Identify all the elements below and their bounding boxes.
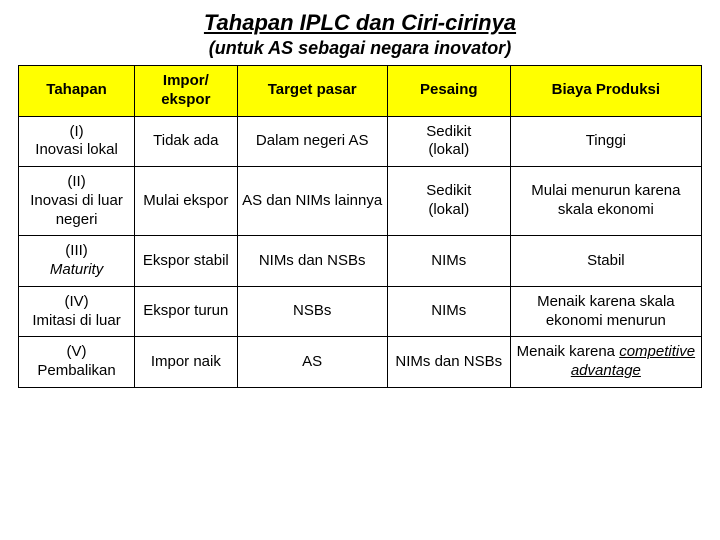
table-row: (IV) Imitasi di luar Ekspor turun NSBs N… bbox=[19, 286, 702, 337]
iplc-table: Tahapan Impor/ ekspor Target pasar Pesai… bbox=[18, 65, 702, 388]
biaya-prefix: Menaik karena bbox=[517, 343, 620, 360]
cell-impor-ekspor: Ekspor turun bbox=[135, 286, 237, 337]
table-row: (V) Pembalikan Impor naik AS NIMs dan NS… bbox=[19, 337, 702, 388]
stage-roman: (I) bbox=[23, 123, 130, 142]
cell-impor-ekspor: Ekspor stabil bbox=[135, 236, 237, 287]
col-header-impor-ekspor: Impor/ ekspor bbox=[135, 66, 237, 117]
table-header-row: Tahapan Impor/ ekspor Target pasar Pesai… bbox=[19, 66, 702, 117]
cell-target: NIMs dan NSBs bbox=[237, 236, 387, 287]
page-subtitle: (untuk AS sebagai negara inovator) bbox=[18, 38, 702, 59]
stage-name: Inovasi lokal bbox=[23, 141, 130, 160]
cell-impor-ekspor: Impor naik bbox=[135, 337, 237, 388]
pesaing-line2: (lokal) bbox=[392, 201, 506, 220]
cell-pesaing: NIMs dan NSBs bbox=[387, 337, 510, 388]
cell-pesaing: NIMs bbox=[387, 236, 510, 287]
cell-stage: (III) Maturity bbox=[19, 236, 135, 287]
stage-name: Inovasi di luar negeri bbox=[23, 192, 130, 230]
col-header-pesaing: Pesaing bbox=[387, 66, 510, 117]
cell-stage: (V) Pembalikan bbox=[19, 337, 135, 388]
pesaing-line2: (lokal) bbox=[392, 141, 506, 160]
table-row: (I) Inovasi lokal Tidak ada Dalam negeri… bbox=[19, 116, 702, 167]
cell-stage: (IV) Imitasi di luar bbox=[19, 286, 135, 337]
cell-impor-ekspor: Tidak ada bbox=[135, 116, 237, 167]
cell-pesaing: Sedikit (lokal) bbox=[387, 116, 510, 167]
cell-impor-ekspor: Mulai ekspor bbox=[135, 167, 237, 236]
pesaing-line1: Sedikit bbox=[392, 182, 506, 201]
stage-roman: (III) bbox=[23, 242, 130, 261]
page-title: Tahapan IPLC dan Ciri-cirinya bbox=[18, 10, 702, 36]
col-header-target: Target pasar bbox=[237, 66, 387, 117]
cell-biaya: Mulai menurun karena skala ekonomi bbox=[510, 167, 701, 236]
cell-biaya: Tinggi bbox=[510, 116, 701, 167]
cell-target: AS dan NIMs lainnya bbox=[237, 167, 387, 236]
table-row: (III) Maturity Ekspor stabil NIMs dan NS… bbox=[19, 236, 702, 287]
cell-pesaing: Sedikit (lokal) bbox=[387, 167, 510, 236]
stage-name-italic: Maturity bbox=[23, 261, 130, 280]
cell-biaya: Menaik karena competitive advantage bbox=[510, 337, 701, 388]
pesaing-line1: Sedikit bbox=[392, 123, 506, 142]
stage-roman: (V) bbox=[23, 343, 130, 362]
stage-roman: (II) bbox=[23, 173, 130, 192]
cell-target: Dalam negeri AS bbox=[237, 116, 387, 167]
cell-stage: (II) Inovasi di luar negeri bbox=[19, 167, 135, 236]
table-row: (II) Inovasi di luar negeri Mulai ekspor… bbox=[19, 167, 702, 236]
col-header-tahapan: Tahapan bbox=[19, 66, 135, 117]
cell-target: NSBs bbox=[237, 286, 387, 337]
stage-name: Pembalikan bbox=[23, 362, 130, 381]
cell-target: AS bbox=[237, 337, 387, 388]
cell-biaya: Menaik karena skala ekonomi menurun bbox=[510, 286, 701, 337]
cell-stage: (I) Inovasi lokal bbox=[19, 116, 135, 167]
col-header-biaya: Biaya Produksi bbox=[510, 66, 701, 117]
cell-biaya: Stabil bbox=[510, 236, 701, 287]
stage-roman: (IV) bbox=[23, 293, 130, 312]
stage-name: Imitasi di luar bbox=[23, 312, 130, 331]
cell-pesaing: NIMs bbox=[387, 286, 510, 337]
